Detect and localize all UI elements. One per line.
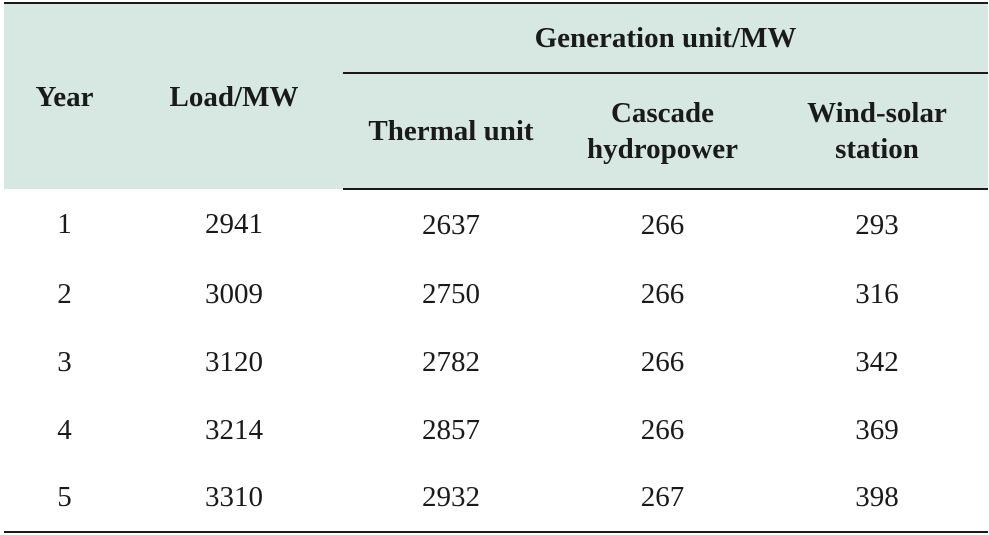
- cascade-header-line1: Cascade: [610, 97, 715, 129]
- table-row: 5 3310 2932 267 398: [4, 464, 988, 533]
- thermal-cell: 2750: [422, 277, 480, 310]
- load-cell: 3310: [125, 464, 343, 533]
- year-header: Year: [4, 2, 125, 189]
- thermal-cell: 2782: [422, 345, 480, 378]
- table-row: 4 3214 2857 266 369: [4, 396, 988, 464]
- year-cell: 3: [57, 345, 72, 378]
- load-cell: 3009: [205, 277, 263, 310]
- header-row-top: Year Load/MW Generation unit/MW: [4, 2, 988, 189]
- table-header: Year Load/MW Generation unit/MW Thermal …: [4, 2, 988, 190]
- table-row: 3 3120 2782 266 342: [4, 328, 988, 396]
- load-cell: 3120: [205, 345, 263, 378]
- wind-solar-station-header: Wind-solar station: [766, 73, 988, 190]
- load-header: Load/MW: [125, 2, 343, 189]
- generation-unit-group-header: Generation unit/MW: [343, 2, 988, 74]
- table-body: 1 2941 2637 266 293 2 3009 2750 266 316 …: [4, 189, 988, 533]
- wind-cell: 342: [855, 345, 899, 378]
- load-cell: 3214: [205, 413, 263, 446]
- thermal-cell: 2637: [422, 208, 480, 241]
- wind-cell: 293: [855, 208, 899, 241]
- cascade-header-line2: hydropower: [587, 133, 738, 165]
- cascade-cell: 266: [640, 208, 685, 241]
- cascade-cell: 267: [559, 464, 766, 533]
- wind-cell: 398: [766, 464, 988, 533]
- year-cell: 1: [57, 208, 72, 240]
- cascade-cell: 266: [640, 413, 685, 446]
- cascade-hydropower-header: Cascade hydropower: [559, 73, 766, 190]
- wind-cell: 316: [855, 277, 899, 310]
- table-row: 1 2941 2637 266 293: [4, 189, 988, 260]
- thermal-cell: 2932: [343, 464, 559, 533]
- year-cell: 5: [4, 464, 125, 533]
- cascade-cell: 266: [640, 345, 685, 378]
- header-row-sub: Thermal unit Cascade hydropower Wind-sol…: [4, 73, 988, 190]
- wind-cell: 369: [855, 413, 899, 446]
- generation-capacity-table: Year Load/MW Generation unit/MW Thermal …: [4, 2, 988, 533]
- year-cell: 4: [57, 413, 72, 446]
- table-row: 2 3009 2750 266 316: [4, 260, 988, 328]
- cascade-cell: 266: [640, 277, 685, 310]
- thermal-unit-header: Thermal unit: [343, 73, 559, 190]
- year-cell: 2: [57, 277, 72, 310]
- wind-header-line2: station: [835, 133, 919, 165]
- thermal-cell: 2857: [422, 413, 480, 446]
- wind-header-line1: Wind-solar: [807, 97, 947, 129]
- load-cell: 2941: [205, 208, 263, 240]
